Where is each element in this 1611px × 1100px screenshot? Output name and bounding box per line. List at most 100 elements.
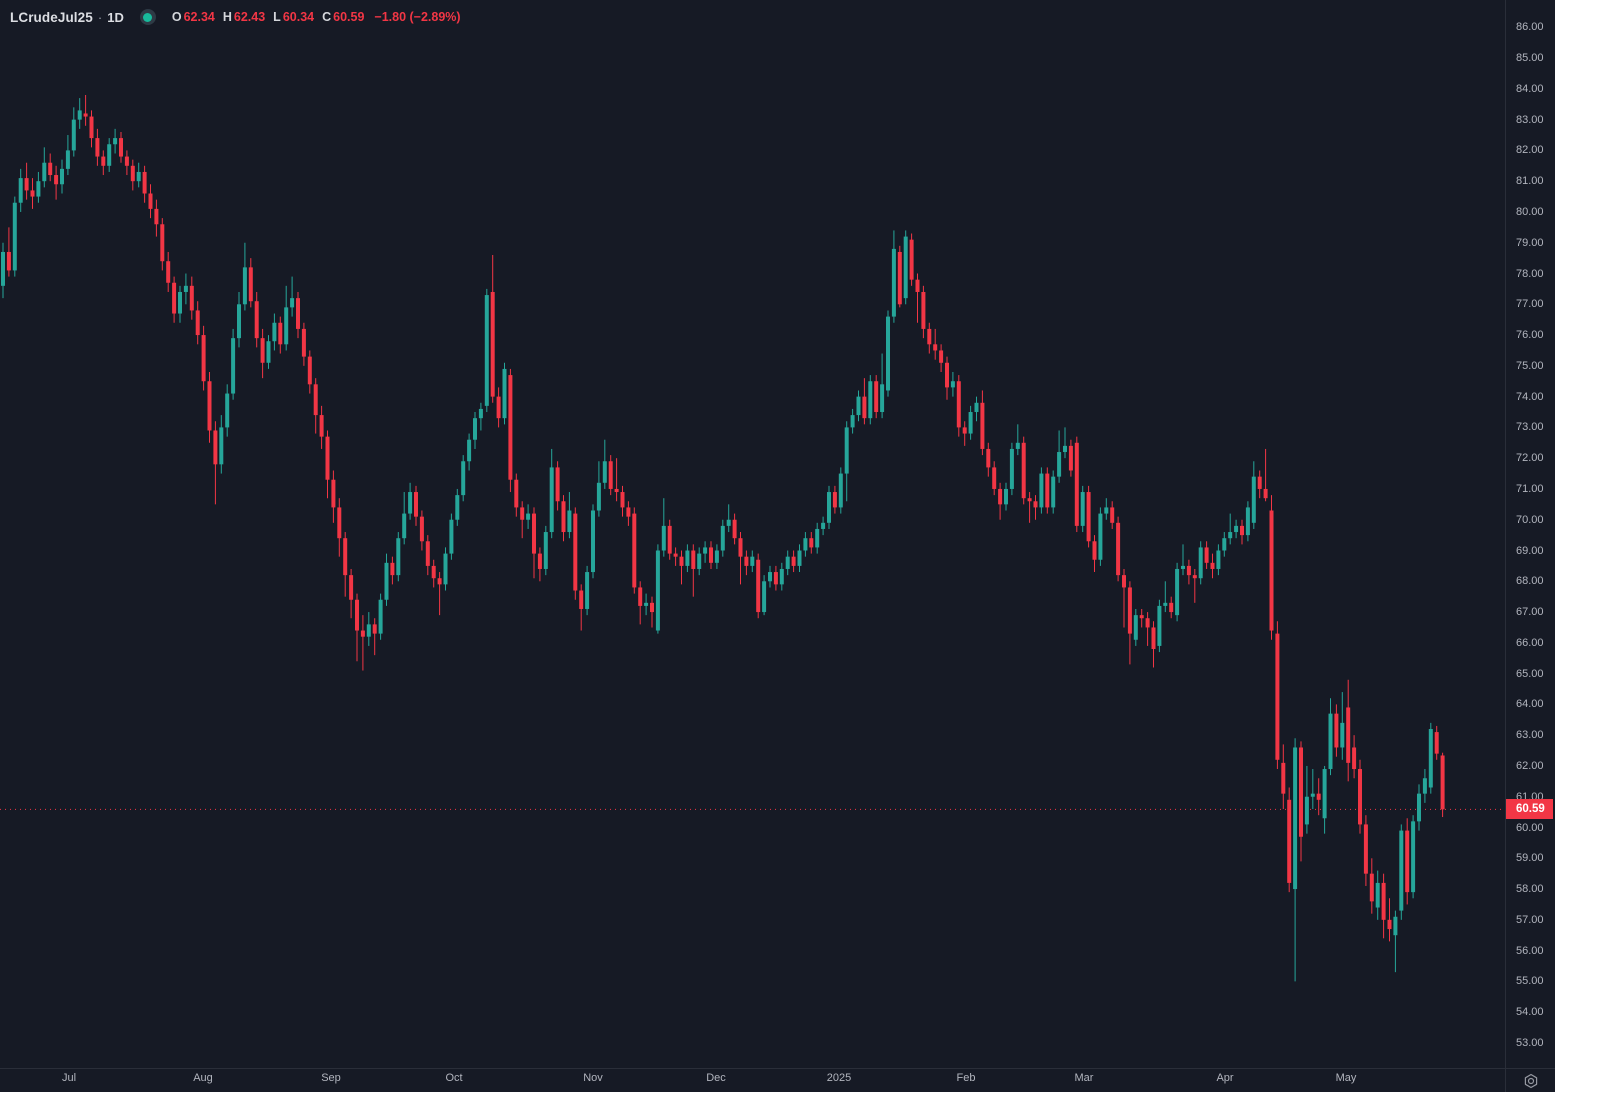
price-axis[interactable]: 86.00 85.00 84.00 83.00 82.00 81.00 80.00 79.00… (1506, 0, 1555, 1068)
candle (1328, 698, 1333, 776)
price-axis-label: 82.00 (1516, 144, 1544, 157)
open-label: O (171, 10, 182, 24)
candle (207, 372, 212, 443)
price-axis-label: 85.00 (1516, 52, 1544, 65)
candle (301, 322, 306, 366)
candle (48, 153, 53, 182)
candle (1027, 492, 1032, 523)
candle (266, 335, 271, 369)
candle (1039, 467, 1044, 514)
time-axis-month-label: Oct (445, 1072, 463, 1084)
candle (24, 162, 29, 200)
price-axis-label: 76.00 (1516, 329, 1544, 342)
candle (1393, 910, 1398, 973)
time-axis[interactable]: Jul Aug Sep Oct Nov Dec 2025 Feb Mar Apr May (0, 1069, 1505, 1092)
candle (1057, 430, 1062, 483)
candle (83, 95, 88, 126)
candle (903, 230, 908, 305)
candle (602, 439, 607, 489)
axis-settings-corner[interactable] (1506, 1069, 1555, 1092)
price-axis-label: 59.00 (1516, 852, 1544, 865)
candle (95, 128, 100, 166)
candle (956, 375, 961, 437)
candle (1074, 436, 1079, 533)
candle (319, 405, 324, 449)
candle (496, 387, 501, 428)
candle (756, 553, 761, 619)
candle (1411, 815, 1416, 899)
gear-icon (1524, 1073, 1537, 1088)
candle (1422, 769, 1427, 803)
candle (1210, 553, 1215, 579)
candle (1104, 498, 1109, 520)
candle (307, 350, 312, 394)
timeframe-button[interactable]: 1D (107, 9, 124, 25)
candle (42, 147, 47, 188)
price-axis-label: 60.00 (1516, 821, 1544, 834)
price-axis-label: 86.00 (1516, 21, 1544, 34)
candle (1122, 568, 1126, 628)
candle (998, 482, 1003, 520)
candle (1346, 679, 1351, 782)
candle (832, 485, 837, 514)
time-axis-month-label: Jul (61, 1072, 77, 1084)
candle (1192, 568, 1197, 603)
candle (856, 390, 861, 422)
candle (431, 559, 436, 588)
header-separator: · (97, 9, 103, 25)
candle (260, 328, 265, 379)
candle (160, 218, 165, 271)
candle (821, 516, 826, 536)
candlestick-chart[interactable] (0, 0, 1505, 1068)
candle (679, 550, 684, 585)
candle (579, 584, 584, 631)
candle (1169, 596, 1174, 619)
candle (225, 384, 230, 437)
candle (313, 378, 318, 434)
candle (219, 415, 224, 474)
candle (726, 504, 731, 533)
candle (248, 258, 253, 308)
candle (1375, 870, 1380, 920)
candle (1387, 898, 1392, 942)
candle (402, 492, 407, 545)
candle (231, 328, 236, 400)
candle (1281, 744, 1286, 810)
candle (514, 473, 519, 517)
candle (874, 375, 879, 419)
price-axis-label: 53.00 (1516, 1036, 1544, 1049)
candle (60, 159, 64, 194)
candle (862, 378, 867, 425)
candle (1434, 725, 1439, 760)
candle (1263, 448, 1268, 502)
candle (720, 519, 725, 557)
market-status-icon[interactable] (139, 9, 156, 25)
candle (591, 504, 595, 579)
candle (502, 362, 507, 425)
time-axis-month-label: Feb (956, 1072, 976, 1084)
candle (508, 368, 513, 493)
open-value: 62.34 (183, 10, 215, 24)
candle (1145, 612, 1150, 646)
candle (744, 550, 749, 576)
symbol-title[interactable]: LCrudeJul25 (10, 9, 93, 25)
candle (166, 251, 171, 292)
candle (148, 184, 153, 219)
candle (620, 485, 625, 517)
candle (213, 421, 218, 505)
candle (77, 98, 82, 129)
candle (909, 233, 914, 286)
candle (290, 276, 295, 317)
candle (408, 482, 413, 520)
candle (1098, 507, 1103, 566)
close-label: C (322, 10, 332, 24)
candle (1186, 559, 1191, 585)
candle (596, 461, 601, 517)
candle (124, 150, 129, 176)
candle (331, 470, 336, 523)
price-axis-label: 79.00 (1516, 236, 1544, 249)
candle (396, 532, 401, 582)
price-axis-separator (1505, 0, 1506, 1092)
candle (343, 532, 348, 597)
